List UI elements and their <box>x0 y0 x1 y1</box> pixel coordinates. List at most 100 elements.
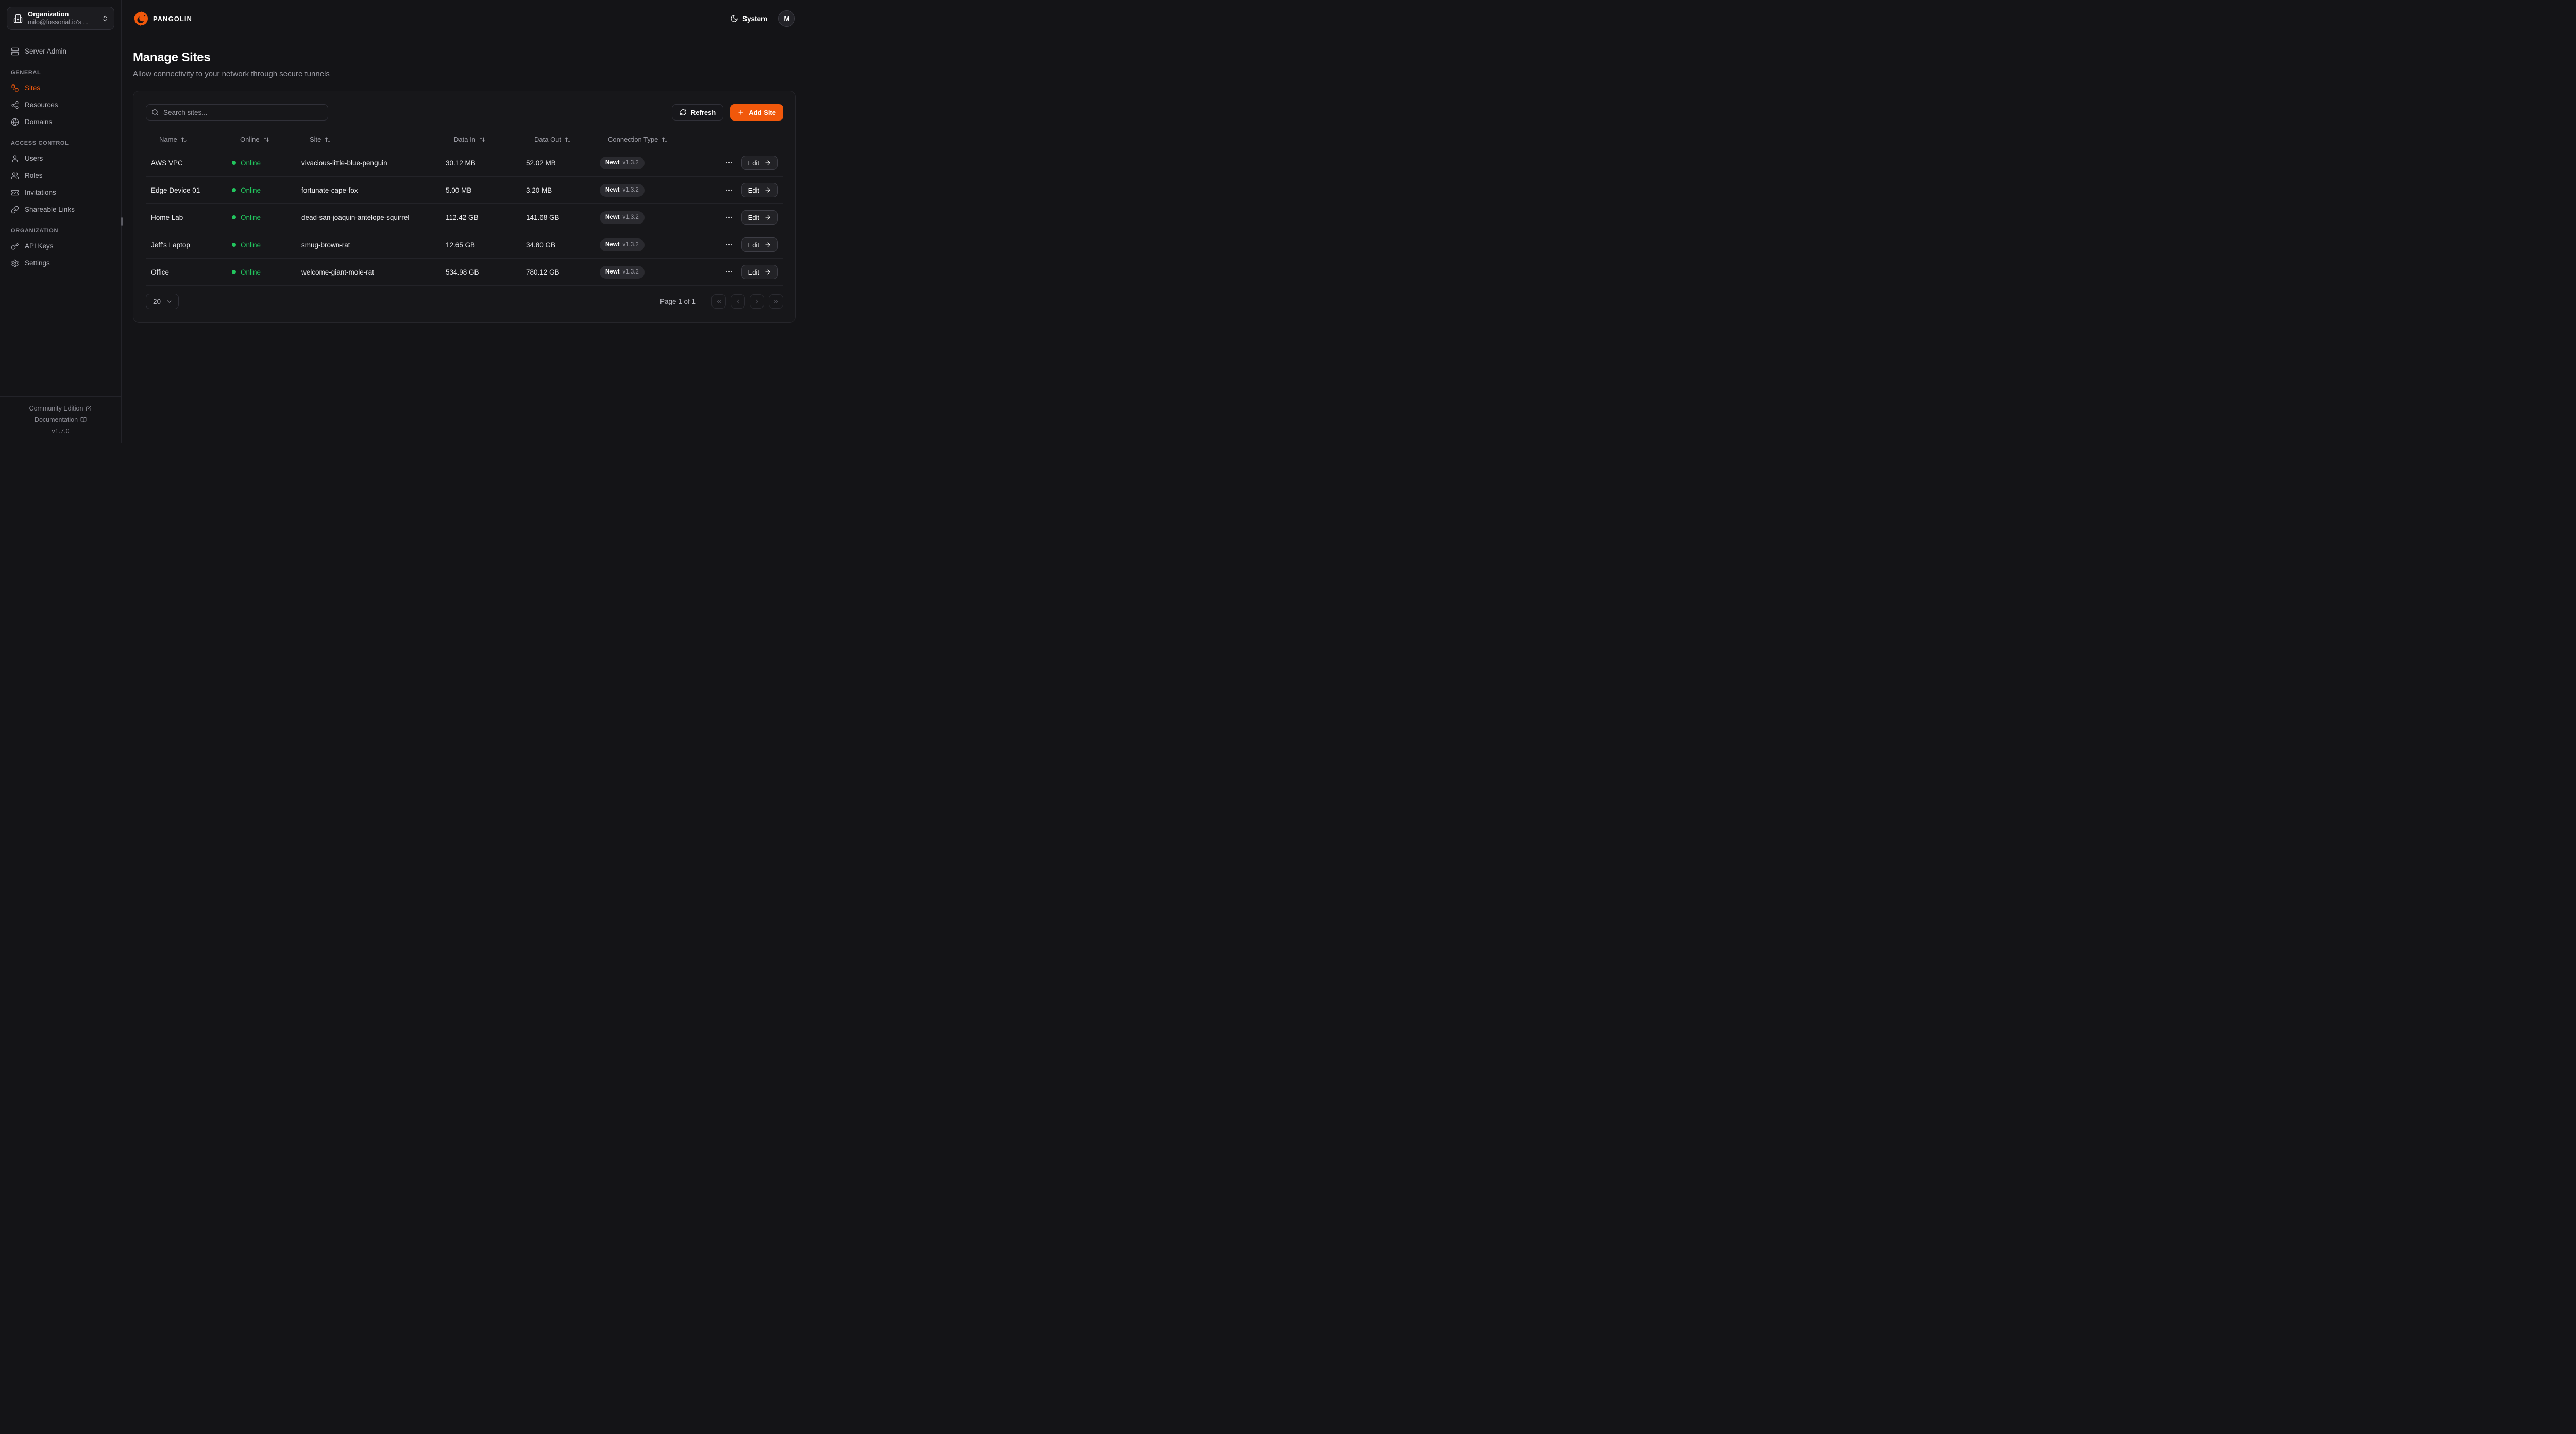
cell-status: Online <box>227 186 296 194</box>
sidebar-item-domains[interactable]: Domains <box>7 113 114 130</box>
gear-icon <box>11 259 19 267</box>
arrow-right-icon <box>765 187 770 193</box>
content: Manage Sites Allow connectivity to your … <box>122 37 808 323</box>
theme-toggle[interactable]: System <box>730 14 767 23</box>
connection-badge: Newt v1.3.2 <box>600 238 645 251</box>
refresh-icon <box>680 109 686 115</box>
chevron-right-icon <box>755 299 758 303</box>
book-open-icon <box>80 417 87 422</box>
edit-button[interactable]: Edit <box>741 156 778 170</box>
cell-status: Online <box>227 159 296 167</box>
sidebar-section-organization: ORGANIZATION <box>11 228 59 234</box>
table-row: AWS VPC Online vivacious-little-blue-pen… <box>146 149 783 177</box>
ellipsis-icon <box>725 271 732 273</box>
sidebar-section-access-control: ACCESS CONTROL <box>11 140 69 146</box>
sidebar-item-api-keys[interactable]: API Keys <box>7 237 114 254</box>
row-menu-button[interactable] <box>725 159 733 167</box>
online-status-dot <box>232 243 236 247</box>
column-header-site[interactable]: Site <box>296 135 440 143</box>
cell-status: Online <box>227 214 296 221</box>
sidebar-item-resources[interactable]: Resources <box>7 96 114 113</box>
chevrons-right-icon <box>774 299 778 303</box>
edit-button[interactable]: Edit <box>741 265 778 279</box>
online-status-dot <box>232 215 236 219</box>
sidebar-item-invitations[interactable]: Invitations <box>7 184 114 201</box>
sidebar-item-label: API Keys <box>25 242 54 250</box>
external-link-icon <box>86 406 92 411</box>
cell-name: AWS VPC <box>151 159 183 167</box>
first-page-button[interactable] <box>711 294 726 309</box>
row-menu-button[interactable] <box>725 213 733 221</box>
edit-button[interactable]: Edit <box>741 210 778 225</box>
brand-logo[interactable]: PANGOLIN <box>133 10 192 27</box>
sidebar-item-settings[interactable]: Settings <box>7 254 114 271</box>
table-row: Edge Device 01 Online fortunate-cape-fox… <box>146 177 783 204</box>
org-value: milo@fossorial.io's ... <box>28 18 89 26</box>
sidebar-item-users[interactable]: Users <box>7 150 114 167</box>
row-menu-button[interactable] <box>725 241 733 249</box>
add-site-button[interactable]: Add Site <box>730 104 783 121</box>
ellipsis-icon <box>725 216 732 218</box>
sidebar-item-shareable-links[interactable]: Shareable Links <box>7 201 114 218</box>
sidebar-item-server-admin[interactable]: Server Admin <box>7 43 114 60</box>
search-input[interactable] <box>146 104 328 121</box>
cell-site: welcome-giant-mole-rat <box>301 268 375 276</box>
row-menu-button[interactable] <box>725 186 733 194</box>
edit-button[interactable]: Edit <box>741 237 778 252</box>
chevron-left-icon <box>736 299 739 303</box>
documentation-link[interactable]: Documentation <box>5 414 116 425</box>
sort-icon <box>662 137 668 142</box>
connection-badge: Newt v1.3.2 <box>600 183 645 197</box>
page-size-select[interactable]: 20 <box>146 294 179 309</box>
search-icon <box>152 109 158 115</box>
sort-icon <box>263 137 269 142</box>
share-network-icon <box>11 101 19 109</box>
org-switcher[interactable]: Organization milo@fossorial.io's ... <box>7 7 114 30</box>
sidebar-item-label: Users <box>25 155 43 162</box>
arrow-right-icon <box>765 160 770 165</box>
table-row: Jeff's Laptop Online smug-brown-rat 12.6… <box>146 231 783 259</box>
arrow-right-icon <box>765 215 770 220</box>
table-row: Home Lab Online dead-san-joaquin-antelop… <box>146 204 783 231</box>
community-edition-link[interactable]: Community Edition <box>5 403 116 414</box>
sidebar-item-sites[interactable]: Sites <box>7 79 114 96</box>
sidebar-item-label: Sites <box>25 84 41 92</box>
sidebar-resize-handle[interactable] <box>121 217 123 226</box>
main-area: PANGOLIN System M Manage Sites Allow con… <box>122 0 808 443</box>
sort-icon <box>325 137 331 142</box>
column-header-name[interactable]: Name <box>146 135 227 143</box>
previous-page-button[interactable] <box>731 294 745 309</box>
ticket-check-icon <box>11 190 19 195</box>
refresh-button[interactable]: Refresh <box>671 104 724 121</box>
column-header-online[interactable]: Online <box>227 135 296 143</box>
moon-icon <box>731 15 738 22</box>
sidebar-section-general: GENERAL <box>11 70 41 76</box>
sidebar-item-roles[interactable]: Roles <box>7 167 114 184</box>
cell-name: Home Lab <box>151 213 183 221</box>
sidebar-item-label: Settings <box>25 259 50 267</box>
edit-button[interactable]: Edit <box>741 183 778 197</box>
cell-data-out: 780.12 GB <box>526 268 560 276</box>
last-page-button[interactable] <box>769 294 783 309</box>
connection-badge: Newt v1.3.2 <box>600 265 645 279</box>
user-avatar[interactable]: M <box>778 10 795 27</box>
cell-site: smug-brown-rat <box>301 241 350 249</box>
column-header-data-out[interactable]: Data Out <box>521 135 595 143</box>
ellipsis-icon <box>725 244 732 246</box>
cell-name: Office <box>151 268 170 276</box>
row-menu-button[interactable] <box>725 268 733 276</box>
sidebar-item-label: Shareable Links <box>25 206 75 213</box>
cell-site: dead-san-joaquin-antelope-squirrel <box>301 213 410 221</box>
arrow-right-icon <box>765 269 770 275</box>
cell-connection-type: Newt v1.3.2 <box>595 238 718 251</box>
workflow-icon <box>11 84 19 92</box>
column-header-connection-type[interactable]: Connection Type <box>595 135 718 143</box>
connection-badge: Newt v1.3.2 <box>600 211 645 224</box>
cell-connection-type: Newt v1.3.2 <box>595 265 718 279</box>
next-page-button[interactable] <box>750 294 764 309</box>
org-label: Organization <box>28 10 69 18</box>
cell-site: fortunate-cape-fox <box>301 186 358 194</box>
column-header-data-in[interactable]: Data In <box>440 135 521 143</box>
cell-data-in: 30.12 MB <box>446 159 476 167</box>
brand-name: PANGOLIN <box>153 14 192 23</box>
